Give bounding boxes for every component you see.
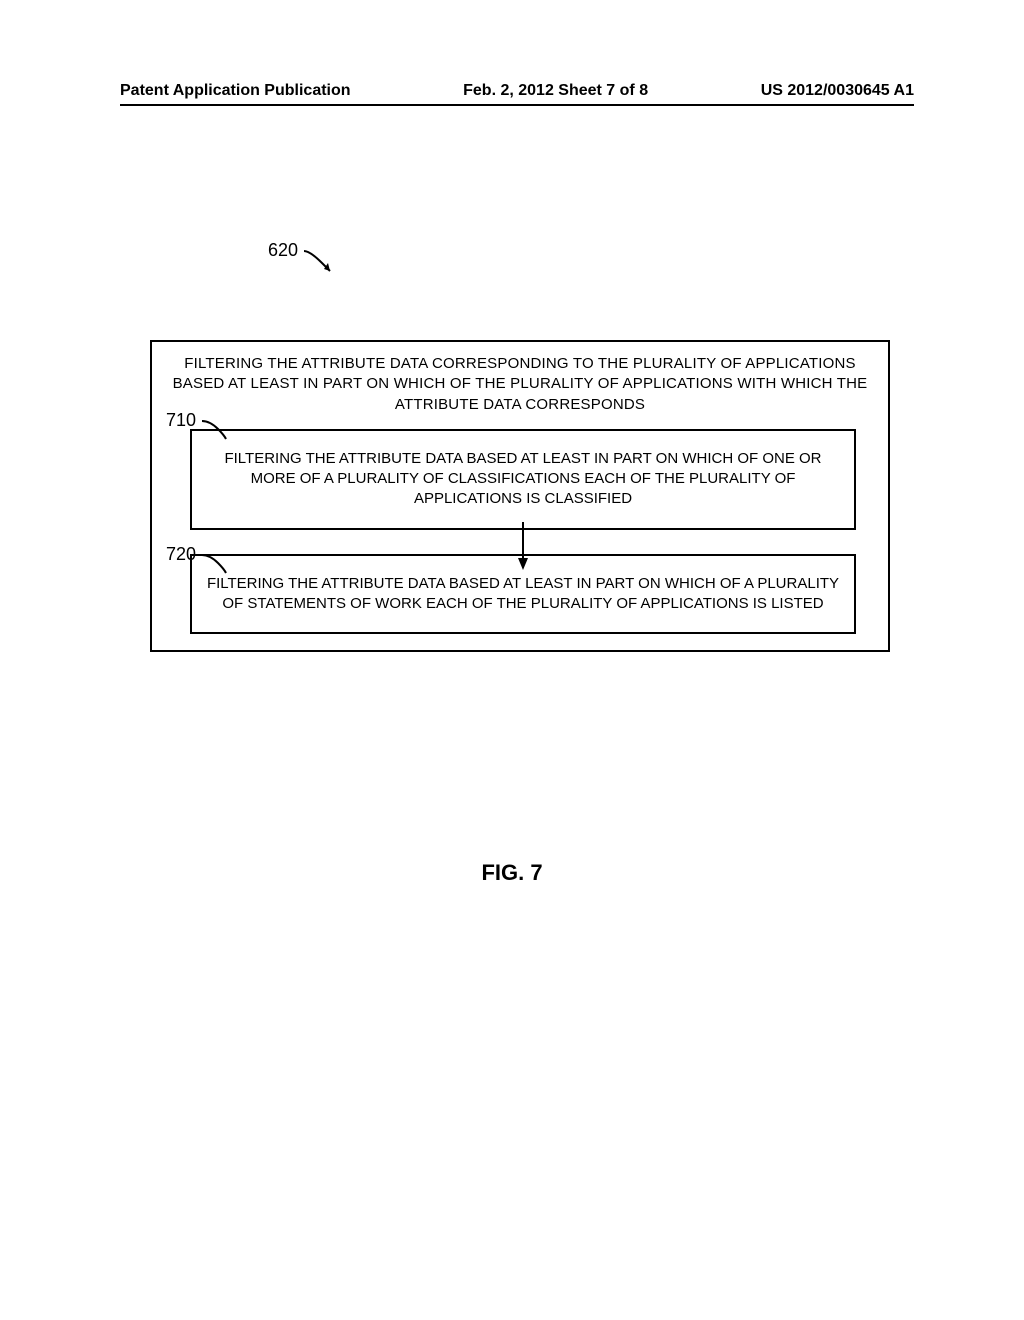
page: Patent Application Publication Feb. 2, 2… <box>0 0 1024 1320</box>
inner-box-710: FILTERING THE ATTRIBUTE DATA BASED AT LE… <box>190 429 856 530</box>
outer-box-title: FILTERING THE ATTRIBUTE DATA CORRESPONDI… <box>162 354 878 423</box>
arrow-620-icon <box>302 249 338 277</box>
inner-box-720-text: FILTERING THE ATTRIBUTE DATA BASED AT LE… <box>206 574 840 615</box>
reference-label-720: 720 <box>166 544 196 565</box>
figure-label: FIG. 7 <box>0 860 1024 886</box>
hook-720-icon <box>200 553 228 575</box>
header-left: Patent Application Publication <box>120 82 351 100</box>
header-rule <box>120 104 914 106</box>
inner-box-710-text: FILTERING THE ATTRIBUTE DATA BASED AT LE… <box>206 449 840 510</box>
hook-710-icon <box>200 419 228 441</box>
reference-label-710: 710 <box>166 410 196 431</box>
outer-flow-box: FILTERING THE ATTRIBUTE DATA CORRESPONDI… <box>150 340 890 652</box>
header-center: Feb. 2, 2012 Sheet 7 of 8 <box>463 82 648 100</box>
connector-arrow-icon <box>517 522 529 570</box>
reference-label-620: 620 <box>268 240 298 261</box>
header-right: US 2012/0030645 A1 <box>761 82 914 100</box>
page-header: Patent Application Publication Feb. 2, 2… <box>120 82 914 100</box>
